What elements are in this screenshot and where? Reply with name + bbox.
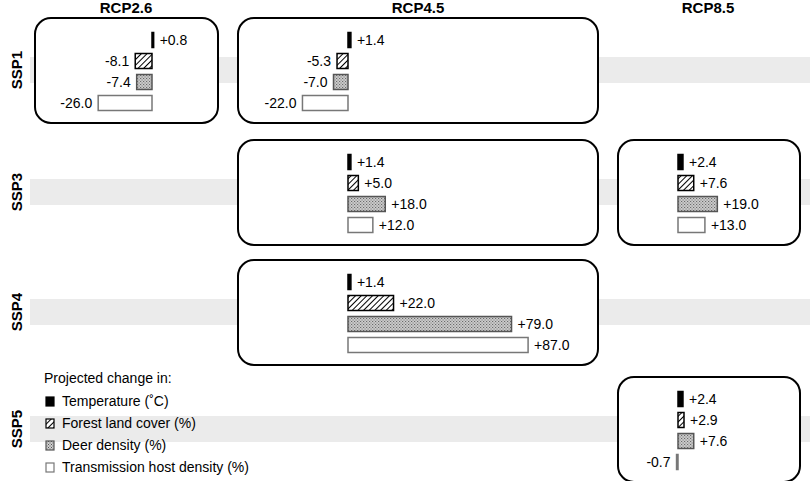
data-label: +5.0 bbox=[364, 175, 392, 191]
bar bbox=[135, 54, 152, 69]
legend-label: Transmission host density (%) bbox=[62, 459, 249, 475]
data-label: +0.8 bbox=[160, 32, 188, 48]
bar bbox=[348, 296, 394, 311]
legend-swatch bbox=[46, 397, 54, 406]
panel-frame bbox=[618, 377, 800, 481]
legend-title: Projected change in: bbox=[44, 370, 172, 386]
bar bbox=[98, 96, 152, 111]
data-label: +7.6 bbox=[700, 433, 728, 449]
data-label: +87.0 bbox=[534, 337, 570, 353]
data-label: +1.4 bbox=[357, 32, 385, 48]
data-label: +2.4 bbox=[689, 391, 717, 407]
bar bbox=[137, 75, 152, 90]
data-label: -0.7 bbox=[646, 454, 670, 470]
bar bbox=[152, 33, 154, 48]
bar bbox=[348, 33, 351, 48]
data-label: +2.4 bbox=[689, 154, 717, 170]
row-label: SSP3 bbox=[8, 173, 25, 211]
column-label: RCP4.5 bbox=[392, 0, 445, 16]
panel-frame bbox=[35, 18, 218, 123]
data-label: -7.0 bbox=[303, 74, 327, 90]
panel-labels: +2.4 +7.6 +19.0 +13.0 bbox=[689, 154, 759, 233]
bar bbox=[348, 338, 528, 353]
column-label: RCP2.6 bbox=[100, 0, 153, 16]
bar bbox=[337, 54, 348, 69]
bar bbox=[302, 96, 348, 111]
panel-frame bbox=[238, 18, 598, 123]
bar bbox=[348, 197, 385, 212]
bar bbox=[678, 413, 684, 428]
row-label: SSP4 bbox=[8, 292, 25, 331]
legend-label: Temperature (˚C) bbox=[62, 393, 169, 409]
panel: +2.4 +7.6 +19.0 +13.0 bbox=[678, 154, 759, 233]
legend-swatch bbox=[46, 419, 54, 428]
panel-labels: +1.4 +22.0 +79.0 +87.0 bbox=[357, 274, 570, 353]
legend-swatch bbox=[46, 441, 54, 450]
panel: +1.4 -5.3 -7.0 -22.0 bbox=[265, 32, 385, 111]
bar bbox=[348, 317, 512, 332]
panel-labels: +2.4 +2.9 +7.6 -0.7 bbox=[646, 391, 727, 470]
panel-bars bbox=[98, 33, 153, 111]
data-label: -8.1 bbox=[105, 53, 129, 69]
bar bbox=[678, 218, 705, 233]
panel-labels: +1.4 -5.3 -7.0 -22.0 bbox=[265, 32, 385, 111]
bar bbox=[348, 275, 351, 290]
row-label: SSP1 bbox=[8, 51, 25, 89]
data-label: +18.0 bbox=[391, 196, 427, 212]
panel-bars bbox=[348, 275, 528, 353]
bar bbox=[348, 155, 351, 170]
data-label: -22.0 bbox=[265, 95, 297, 111]
panel-frame bbox=[618, 140, 800, 245]
data-label: -7.4 bbox=[107, 74, 131, 90]
panel-frame bbox=[238, 260, 598, 365]
bar bbox=[348, 176, 358, 191]
bar bbox=[678, 434, 694, 449]
panel: +0.8 -8.1 -7.4 -26.0 bbox=[60, 32, 187, 111]
panel: +2.4 +2.9 +7.6 -0.7 bbox=[646, 391, 727, 470]
data-label: +22.0 bbox=[400, 295, 436, 311]
legend-label: Forest land cover (%) bbox=[62, 415, 196, 431]
bar bbox=[677, 455, 678, 470]
bar bbox=[334, 75, 348, 90]
legend-swatch bbox=[46, 463, 54, 472]
panel-labels: +1.4 +5.0 +18.0 +12.0 bbox=[357, 154, 427, 233]
panel: +1.4 +5.0 +18.0 +12.0 bbox=[348, 154, 427, 233]
legend-label: Deer density (%) bbox=[62, 437, 166, 453]
panel-bars bbox=[302, 33, 350, 111]
data-label: -5.3 bbox=[307, 53, 331, 69]
data-label: +1.4 bbox=[357, 274, 385, 290]
data-label: +79.0 bbox=[518, 316, 554, 332]
data-label: +7.6 bbox=[700, 175, 728, 191]
legend: Projected change in: Temperature (˚C) Fore… bbox=[44, 370, 249, 475]
data-label: +1.4 bbox=[357, 154, 385, 170]
bar bbox=[678, 197, 717, 212]
column-label: RCP8.5 bbox=[682, 0, 735, 16]
data-label: +2.9 bbox=[690, 412, 718, 428]
bar bbox=[678, 392, 683, 407]
data-label: +12.0 bbox=[379, 217, 415, 233]
data-label: +13.0 bbox=[711, 217, 747, 233]
row-label: SSP5 bbox=[8, 410, 25, 448]
data-label: -26.0 bbox=[60, 95, 92, 111]
chart: SSP1 SSP3 SSP4 SSP5 RCP2.6 RCP4.5 RCP8.5 +0.8 -8… bbox=[0, 0, 810, 481]
panel-labels: +0.8 -8.1 -7.4 -26.0 bbox=[60, 32, 187, 111]
data-label: +19.0 bbox=[723, 196, 759, 212]
bar bbox=[678, 155, 683, 170]
bar bbox=[678, 176, 694, 191]
panel-frame bbox=[238, 140, 598, 245]
panel: +1.4 +22.0 +79.0 +87.0 bbox=[348, 274, 570, 353]
bar bbox=[348, 218, 373, 233]
